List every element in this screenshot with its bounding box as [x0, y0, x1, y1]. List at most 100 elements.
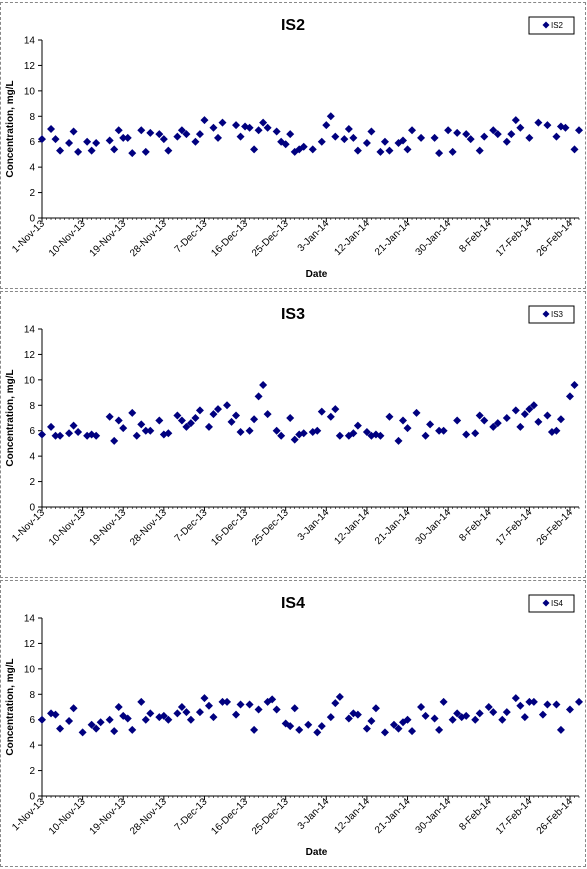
data-point	[137, 697, 146, 706]
data-point	[223, 401, 232, 410]
data-point	[534, 417, 543, 426]
data-point	[74, 147, 83, 156]
data-point	[38, 135, 46, 144]
legend: IS2	[528, 16, 575, 35]
data-point	[263, 410, 272, 419]
data-point	[399, 136, 408, 145]
data-point	[353, 146, 362, 155]
data-point	[182, 130, 191, 139]
data-point	[421, 431, 430, 440]
data-point	[462, 130, 471, 139]
data-point	[538, 710, 547, 719]
data-point	[367, 716, 376, 725]
data-point	[430, 133, 439, 142]
data-point	[38, 430, 46, 439]
data-point	[516, 123, 525, 132]
x-tick-label: 3-Jan-14	[296, 218, 332, 254]
data-point	[412, 408, 421, 417]
x-axis-label: Date	[306, 269, 328, 280]
x-tick-label: 10-Nov-13	[47, 507, 88, 548]
data-point	[543, 411, 552, 420]
data-point	[502, 414, 511, 422]
data-point	[511, 694, 520, 703]
data-point	[376, 431, 385, 440]
data-point	[236, 132, 245, 141]
data-point	[272, 705, 281, 714]
data-point	[141, 715, 150, 724]
data-point	[394, 436, 403, 445]
x-tick-label: 19-Nov-13	[88, 218, 129, 259]
chart-title: IS2	[281, 17, 305, 34]
data-point	[105, 715, 114, 724]
data-point	[304, 720, 313, 729]
y-tick-label: 2	[29, 477, 35, 488]
data-point	[448, 147, 457, 156]
data-point	[254, 705, 263, 714]
data-point	[317, 407, 326, 416]
data-point	[340, 135, 349, 144]
data-point	[367, 127, 376, 136]
data-point	[399, 416, 408, 425]
y-tick-label: 4	[29, 163, 35, 174]
data-point	[204, 422, 213, 431]
data-point	[87, 720, 96, 729]
data-point	[200, 694, 209, 703]
chart-panel-2: IS3 0 2 4 6 8 10 12 14 1-Nov-13 10-Nov-13 19-Nov-13…	[0, 291, 586, 578]
data-point	[200, 116, 209, 125]
data-point	[556, 725, 565, 734]
data-point	[110, 727, 119, 736]
series-IS3	[38, 380, 579, 445]
x-tick-label: 8-Feb-14	[457, 218, 494, 255]
data-point	[376, 147, 385, 156]
x-tick-label: 3-Jan-14	[296, 507, 332, 543]
data-point	[507, 130, 516, 139]
data-point	[250, 725, 259, 734]
y-tick-label: 6	[29, 715, 35, 726]
data-point	[489, 708, 498, 717]
data-point	[326, 713, 335, 722]
y-tick-label: 14	[24, 325, 36, 336]
data-point	[335, 692, 344, 701]
data-point	[56, 724, 65, 733]
x-tick-label: 19-Nov-13	[88, 796, 129, 837]
data-point	[453, 416, 462, 425]
data-point	[552, 132, 561, 141]
data-point	[308, 145, 317, 154]
data-point	[511, 406, 520, 415]
x-tick-label: 7-Dec-13	[173, 796, 210, 833]
data-point	[471, 715, 480, 724]
data-point	[362, 427, 371, 436]
data-point	[56, 146, 65, 155]
data-point	[232, 710, 241, 719]
legend-marker	[542, 21, 550, 29]
data-point	[51, 710, 60, 719]
data-point	[119, 711, 128, 720]
legend-marker	[542, 310, 550, 318]
x-axis-label: Date	[306, 847, 328, 858]
data-point	[349, 429, 358, 438]
data-point	[417, 133, 426, 142]
legend-box	[528, 594, 575, 613]
data-point	[317, 722, 326, 731]
data-point	[92, 431, 101, 440]
x-tick-label: 21-Jan-14	[373, 507, 413, 547]
data-point	[353, 710, 362, 719]
data-point	[575, 697, 583, 706]
data-point	[137, 420, 146, 429]
data-point	[191, 414, 200, 422]
x-tick-label: 28-Nov-13	[128, 507, 169, 548]
data-point	[164, 429, 173, 438]
x-tick-label: 25-Dec-13	[250, 218, 291, 259]
data-point	[344, 714, 353, 723]
data-point	[159, 711, 168, 720]
data-point	[543, 121, 552, 130]
data-point	[322, 121, 331, 130]
data-point	[462, 711, 471, 720]
x-tick-label: 3-Jan-14	[296, 796, 332, 832]
data-point	[155, 416, 164, 425]
legend-label: IS4	[551, 599, 564, 608]
data-point	[241, 122, 250, 131]
chart-panel-1: IS2 0 2 4 6 8 10 12 14 1-Nov-13 10-Nov-13 19-Nov-13…	[0, 2, 586, 289]
